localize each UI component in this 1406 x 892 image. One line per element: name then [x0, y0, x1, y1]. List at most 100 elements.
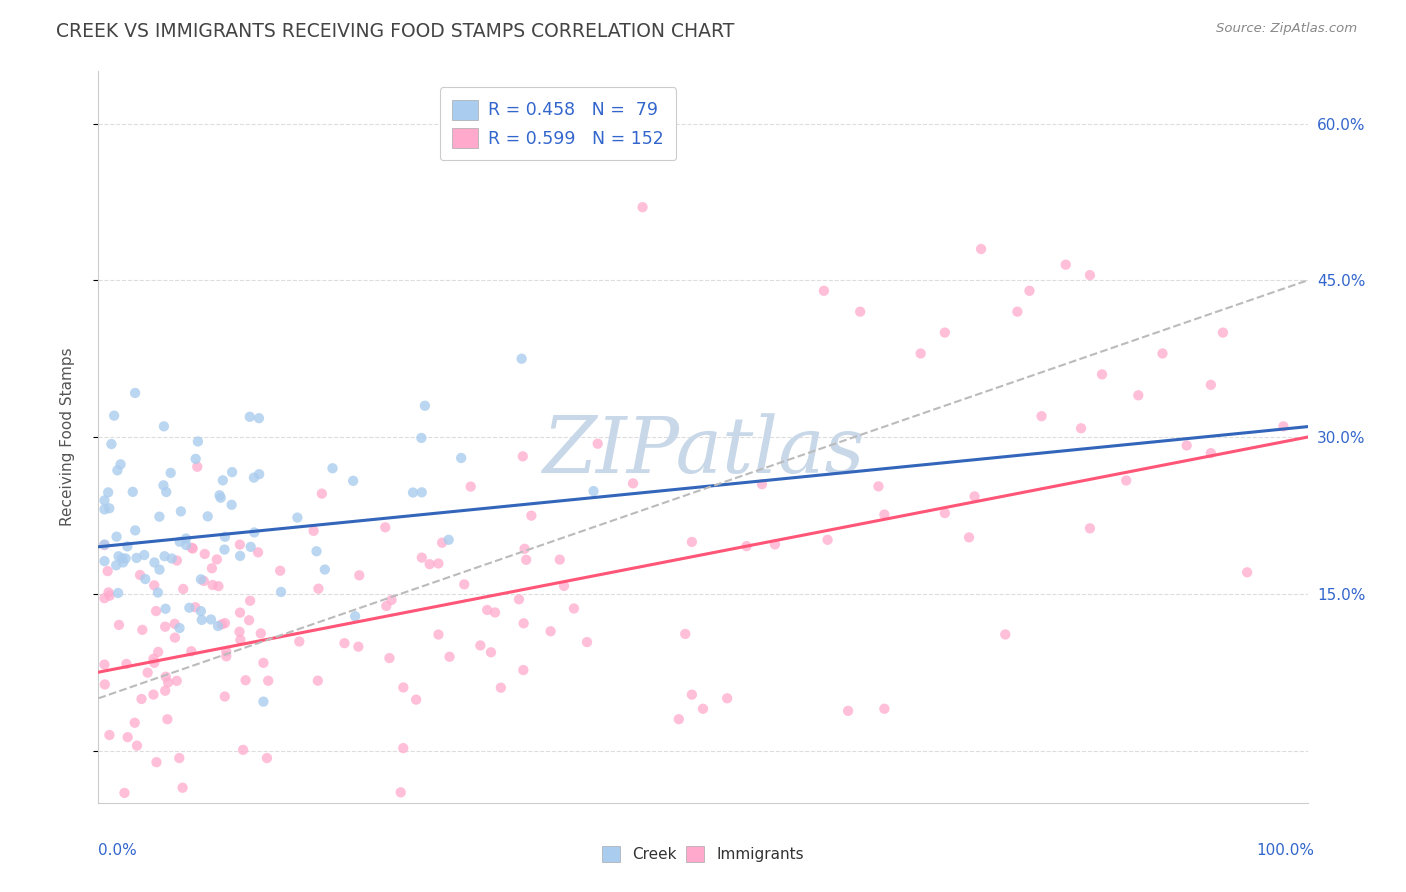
Point: [1128, 388, 1150, 402]
Point: [763, 537, 786, 551]
Point: [392, 741, 415, 756]
Point: [184, 451, 207, 466]
Point: [243, 525, 266, 540]
Point: [155, 670, 177, 684]
Point: [143, 578, 166, 592]
Point: [117, 730, 139, 744]
Point: [247, 411, 270, 425]
Point: [520, 508, 543, 523]
Point: [439, 649, 461, 664]
Point: [484, 606, 506, 620]
Point: [553, 579, 575, 593]
Text: 100.0%: 100.0%: [1257, 843, 1315, 858]
Point: [112, 556, 135, 570]
Point: [450, 450, 472, 465]
Point: [512, 616, 534, 631]
Point: [1272, 419, 1295, 434]
Point: [208, 488, 231, 502]
Point: [239, 409, 262, 424]
Point: [163, 616, 186, 631]
Point: [153, 620, 176, 634]
Point: [214, 616, 236, 631]
Point: [994, 627, 1017, 641]
Point: [873, 702, 896, 716]
Point: [470, 639, 492, 653]
Point: [93, 502, 115, 516]
Point: [238, 613, 260, 627]
Point: [910, 346, 932, 360]
Point: [107, 549, 129, 564]
Point: [307, 582, 329, 596]
Point: [93, 591, 115, 606]
Point: [380, 593, 402, 607]
Point: [548, 552, 571, 566]
Point: [582, 484, 605, 499]
Point: [322, 461, 344, 475]
Point: [1078, 268, 1101, 282]
Point: [1091, 368, 1114, 382]
Point: [1031, 409, 1053, 424]
Point: [247, 545, 270, 559]
Point: [239, 540, 262, 554]
Point: [621, 476, 644, 491]
Text: Source: ZipAtlas.com: Source: ZipAtlas.com: [1216, 22, 1357, 36]
Point: [257, 673, 280, 688]
Point: [229, 549, 252, 563]
Point: [270, 585, 292, 599]
Point: [148, 563, 170, 577]
Point: [419, 557, 441, 571]
Point: [125, 550, 148, 565]
Legend: Creek, Immigrants: Creek, Immigrants: [596, 840, 810, 868]
Point: [349, 568, 371, 582]
Point: [98, 728, 121, 742]
Point: [134, 548, 156, 562]
Point: [668, 712, 690, 726]
Point: [508, 592, 530, 607]
Text: ZIPatlas: ZIPatlas: [541, 414, 865, 490]
Point: [190, 572, 212, 586]
Point: [735, 539, 758, 553]
Point: [411, 485, 433, 500]
Point: [229, 606, 252, 620]
Point: [252, 656, 274, 670]
Point: [184, 600, 207, 615]
Point: [229, 632, 252, 647]
Point: [375, 599, 398, 613]
Point: [157, 675, 180, 690]
Point: [145, 755, 167, 769]
Point: [1115, 474, 1137, 488]
Point: [243, 470, 266, 484]
Point: [153, 419, 176, 434]
Point: [460, 480, 482, 494]
Point: [125, 739, 148, 753]
Point: [392, 681, 415, 695]
Point: [159, 466, 181, 480]
Point: [105, 463, 128, 477]
Point: [413, 399, 436, 413]
Point: [207, 619, 229, 633]
Point: [751, 477, 773, 491]
Point: [110, 458, 132, 472]
Point: [155, 601, 177, 615]
Point: [314, 562, 336, 576]
Point: [813, 284, 835, 298]
Point: [155, 485, 177, 500]
Point: [453, 577, 475, 591]
Point: [155, 683, 177, 698]
Point: [305, 544, 328, 558]
Point: [228, 624, 250, 639]
Point: [211, 474, 233, 488]
Point: [93, 537, 115, 551]
Point: [143, 656, 166, 670]
Point: [145, 604, 167, 618]
Point: [214, 690, 236, 704]
Point: [1199, 446, 1222, 460]
Point: [186, 459, 208, 474]
Point: [344, 609, 367, 624]
Point: [97, 485, 120, 500]
Point: [111, 551, 134, 566]
Point: [221, 498, 243, 512]
Point: [1199, 377, 1222, 392]
Point: [970, 242, 993, 256]
Point: [170, 504, 193, 518]
